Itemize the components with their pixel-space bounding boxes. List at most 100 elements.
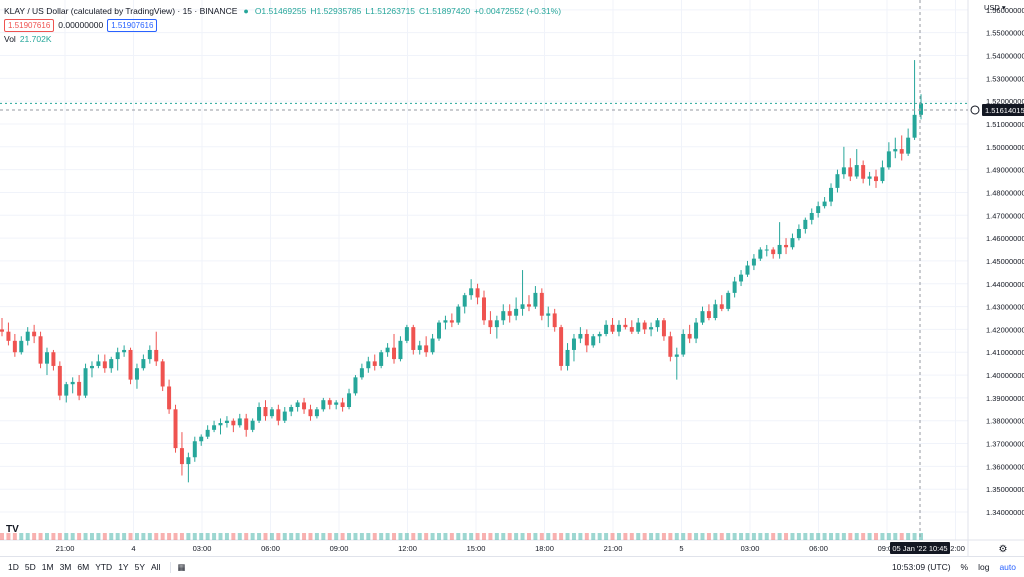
candle-body [880,167,885,182]
percent-toggle[interactable]: % [960,562,969,572]
y-tick-label: 1.55000000 [986,29,1024,38]
volume-bar [51,533,56,540]
candle-body [192,441,197,458]
candle-body [302,402,307,410]
candle-body [758,249,763,259]
volume-bar [70,533,75,540]
volume-bar [578,533,583,540]
candle-body [623,324,628,328]
volume-bar [777,533,782,540]
range-all[interactable]: All [151,562,161,572]
candle-body [308,409,313,417]
tradingview-logo-icon[interactable]: TV [6,524,19,535]
y-tick-label: 1.50000000 [986,143,1024,152]
volume-bar [77,533,82,540]
range-1m[interactable]: 1M [41,562,54,572]
volume-value: 21.702K [19,34,52,44]
volume-bar [649,533,654,540]
candle-body [597,333,602,337]
volume-bar [610,533,615,540]
volume-bar [192,533,197,540]
volume-bar [19,533,24,540]
candle-body [507,311,512,316]
candle-body [796,228,801,239]
currency-label[interactable]: USD ▾ [984,3,1006,12]
y-tick-label: 1.46000000 [986,234,1024,243]
volume-bar [25,533,30,540]
candle-body [764,249,769,251]
volume-bar [893,533,898,540]
volume-bar [668,533,673,540]
candle-body [372,361,377,366]
candle-body [19,340,24,353]
log-toggle[interactable]: log [978,562,990,572]
auto-toggle[interactable]: auto [999,562,1016,572]
y-tick-label: 1.52000000 [986,97,1024,106]
candle-body [835,174,840,188]
candle-body [539,292,544,316]
volume-bar [700,533,705,540]
range-5y[interactable]: 5Y [134,562,145,572]
volume-bar [308,533,313,540]
buy-price-box[interactable]: 1.51907616 [107,18,158,32]
candle-body [456,306,461,323]
crosshair-target-icon[interactable] [970,105,980,115]
candle-body [417,345,422,350]
x-tick-label: 06:00 [809,544,828,553]
volume-label[interactable]: Vol [4,34,16,44]
range-6m[interactable]: 6M [77,562,90,572]
volume-bar [539,533,544,540]
open-value: O1.51469255 [254,6,307,16]
candle-body [231,420,236,426]
volume-bar [392,533,397,540]
sell-price-box[interactable]: 1.51907616 [4,18,55,32]
volume-bar [224,533,229,540]
candle-body [604,324,609,334]
candle-body [398,340,403,360]
candle-body [629,327,634,332]
range-5d[interactable]: 5D [24,562,36,572]
low-value: L1.51263715 [365,6,416,16]
x-tick-label: 12:00 [398,544,417,553]
price-chart[interactable]: 1.56000000 1.55000000 1.54000000 1.53000000… [0,0,1024,556]
candle-body [276,409,281,421]
volume-bar [848,533,853,540]
volume-bar [816,533,821,540]
calendar-icon[interactable]: ▦ [170,561,185,573]
y-tick-label: 1.44000000 [986,280,1024,289]
range-1y[interactable]: 1Y [118,562,129,572]
candle-body [713,304,718,318]
candle-body [6,331,11,341]
x-tick-label: 12:00 [946,544,965,553]
volume-bar [571,533,576,540]
volume-bar [12,533,17,540]
x-tick-label: 21:00 [56,544,75,553]
volume-bar [83,533,88,540]
settings-gear-icon[interactable]: ⚙ [999,544,1008,555]
volume-bar [526,533,531,540]
candle-body [385,347,390,353]
symbol-title[interactable]: KLAY / US Dollar (calculated by TradingV… [4,6,238,16]
volume-bar [546,533,551,540]
candle-body [167,386,172,410]
y-tick-label: 1.53000000 [986,74,1024,83]
candle-body [269,409,274,417]
volume-bar [899,533,904,540]
candle-body [411,327,416,350]
x-tick-label: 21:00 [604,544,623,553]
clock-readout[interactable]: 10:53:09 (UTC) [891,562,951,572]
range-1d[interactable]: 1D [8,562,19,572]
candle-body [38,336,43,364]
candle-body [488,320,493,328]
candle-body [552,313,557,328]
range-ytd[interactable]: YTD [95,562,113,572]
volume-bar [739,533,744,540]
candle-body [347,393,352,408]
candle-body [437,322,441,339]
volume-bar [726,533,731,540]
y-tick-label: 1.37000000 [986,440,1024,449]
candle-body [649,327,654,330]
range-3m[interactable]: 3M [59,562,72,572]
y-tick-label: 1.47000000 [986,211,1024,220]
volume-bar [642,533,647,540]
